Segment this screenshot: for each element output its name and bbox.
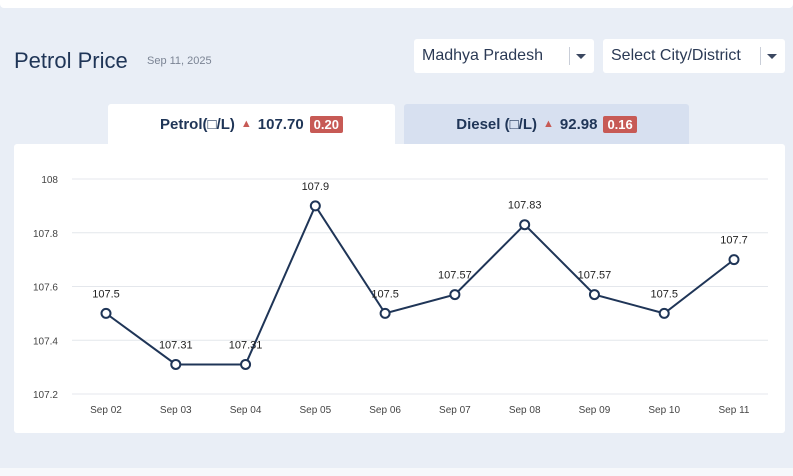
data-point — [309, 200, 321, 212]
tab-petrol-label: Petrol(□/L) — [160, 115, 235, 133]
tab-petrol-change-badge: 0.20 — [309, 115, 343, 133]
data-point — [100, 307, 112, 319]
data-point — [170, 358, 182, 370]
data-label: 107.5 — [650, 288, 678, 300]
tab-petrol[interactable]: Petrol(□/L) ▲ 107.70 0.20 — [108, 104, 395, 144]
x-tick-label: Sep 03 — [160, 405, 192, 416]
state-select-value: Madhya Pradesh — [422, 47, 543, 64]
x-tick-label: Sep 10 — [648, 405, 680, 416]
y-tick-label: 107.8 — [33, 229, 58, 240]
data-label: 107.9 — [302, 181, 330, 193]
city-select[interactable]: Select City/District — [603, 39, 785, 73]
city-select-separator — [760, 47, 761, 65]
x-tick-label: Sep 05 — [299, 405, 331, 416]
y-tick-label: 108 — [41, 175, 58, 186]
top-strip — [0, 0, 793, 8]
page-title: Petrol Price — [14, 48, 128, 73]
up-arrow-icon: ▲ — [543, 118, 554, 130]
data-label: 107.31 — [159, 339, 193, 351]
x-tick-label: Sep 11 — [719, 405, 750, 416]
state-select-separator — [569, 47, 570, 65]
tab-diesel-price: 92.98 — [559, 115, 598, 133]
chart-card: 107.2 107.4 107.6 107.8 108 Sep 02 Sep 03 Sep 0… — [14, 144, 785, 433]
data-point — [519, 219, 531, 231]
data-label: 107.5 — [371, 288, 399, 300]
tab-diesel-change-badge: 0.16 — [603, 115, 637, 133]
series-line — [105, 203, 735, 366]
page-date: Sep 11, 2025 — [147, 55, 212, 67]
price-line-chart: 107.2 107.4 107.6 107.8 108 Sep 02 Sep 03 Sep 0… — [33, 175, 768, 416]
data-label: 107.57 — [438, 270, 472, 282]
y-tick-label: 107.2 — [33, 390, 58, 401]
city-select-value: Select City/District — [611, 47, 741, 64]
data-point — [728, 254, 740, 266]
data-label: 107.57 — [578, 270, 612, 282]
tab-diesel[interactable]: Diesel (□/L) ▲ 92.98 0.16 — [404, 104, 689, 144]
data-point — [449, 289, 461, 301]
data-label: 107.7 — [720, 235, 748, 247]
data-point — [379, 307, 391, 319]
x-tick-label: Sep 09 — [579, 405, 611, 416]
x-tick-label: Sep 02 — [90, 405, 122, 416]
chevron-down-icon[interactable] — [576, 54, 586, 59]
x-tick-label: Sep 06 — [369, 405, 401, 416]
data-label: 107.31 — [229, 339, 263, 351]
data-point — [658, 307, 670, 319]
x-tick-label: Sep 04 — [230, 405, 262, 416]
tab-petrol-price: 107.70 — [257, 115, 304, 133]
tab-diesel-label: Diesel (□/L) — [456, 115, 537, 133]
data-label: 107.83 — [508, 200, 542, 212]
x-tick-label: Sep 07 — [439, 405, 471, 416]
y-tick-label: 107.4 — [33, 336, 58, 347]
x-tick-label: Sep 08 — [509, 405, 541, 416]
data-point — [588, 289, 600, 301]
y-tick-label: 107.6 — [33, 283, 58, 294]
bottom-strip — [0, 468, 793, 476]
up-arrow-icon: ▲ — [240, 118, 252, 130]
data-label: 107.5 — [92, 288, 120, 300]
state-select[interactable]: Madhya Pradesh — [414, 39, 594, 73]
data-point — [240, 358, 252, 370]
chevron-down-icon[interactable] — [767, 54, 777, 59]
